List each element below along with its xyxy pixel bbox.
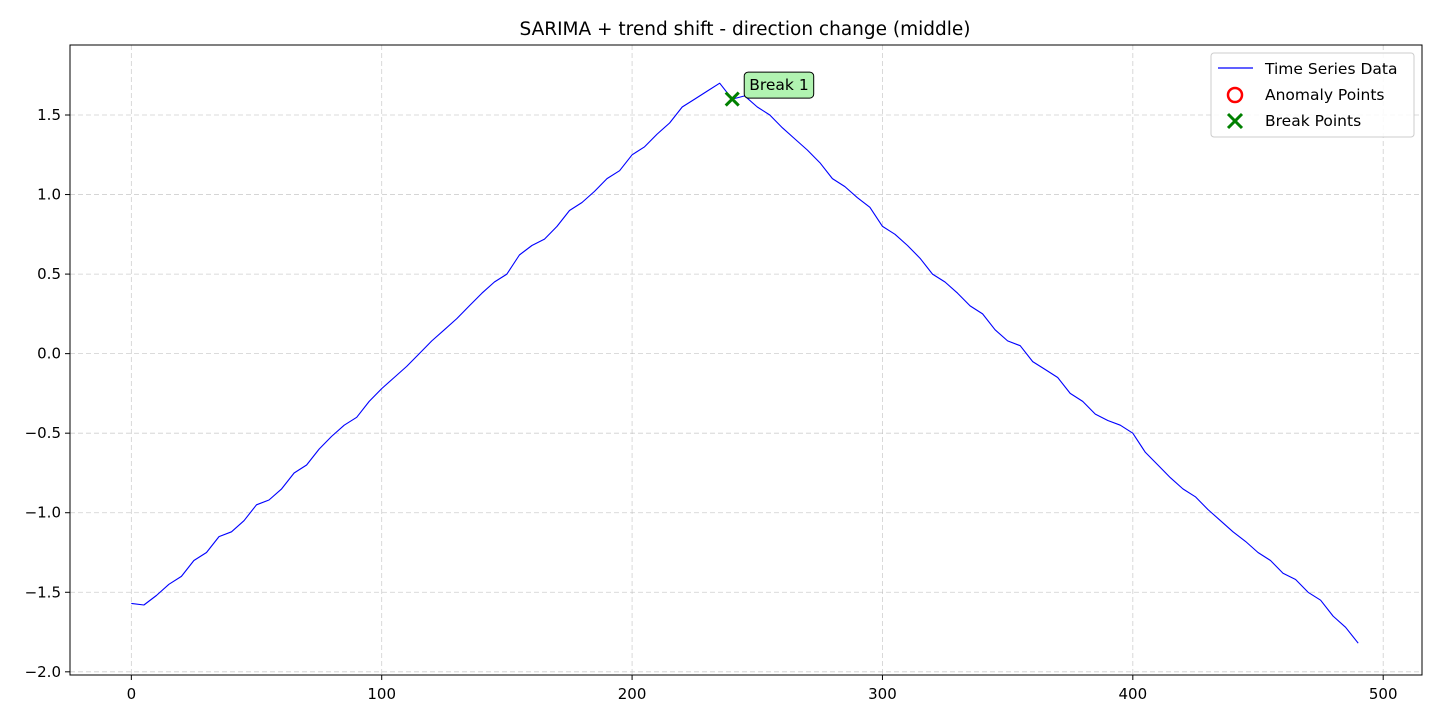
plot-frame [69,44,1423,676]
break-annotation-label: Break 1 [749,76,808,94]
y-tick-label: −2.0 [25,663,61,681]
y-tick-label: 0.0 [37,345,61,363]
grid-lines [70,45,1422,675]
y-tick-label: −1.0 [25,504,61,522]
time-series-line [131,82,1359,644]
y-tick-label: 1.5 [37,106,61,124]
legend-break-marker [1226,112,1244,130]
chart-title: SARIMA + trend shift - direction change … [519,19,970,40]
break-point-stroke [724,91,740,107]
break-annotation: Break 1 [743,71,815,99]
y-tick-label: 1.0 [37,186,61,204]
x-tick-label: 400 [1119,685,1148,703]
legend-anomaly-marker [1226,86,1244,104]
legend-box [1210,52,1415,138]
x-tick-label: 300 [868,685,897,703]
axis-ticks: 0 100 200 300 400 500 −2.0 −1.5 −1.0 −0.5 0.0 0.5 1.… [25,106,1398,703]
break-points-layer [724,91,740,107]
x-tick-label: 500 [1369,685,1398,703]
y-tick-label: −1.5 [25,583,61,601]
y-tick-label: 0.5 [37,265,61,283]
break-point-marker [724,91,740,107]
legend-label-break: Break Points [1265,112,1361,130]
break-annotation-box [743,71,815,99]
y-tick-label: −0.5 [25,424,61,442]
legend: Time Series Data Anomaly Points Break Po… [1210,52,1415,138]
x-tick-label: 100 [367,685,396,703]
legend-label-series: Time Series Data [1264,60,1397,78]
legend-label-anomaly: Anomaly Points [1265,86,1384,104]
x-tick-label: 200 [618,685,647,703]
series-layer [131,82,1359,644]
x-tick-label: 0 [127,685,137,703]
